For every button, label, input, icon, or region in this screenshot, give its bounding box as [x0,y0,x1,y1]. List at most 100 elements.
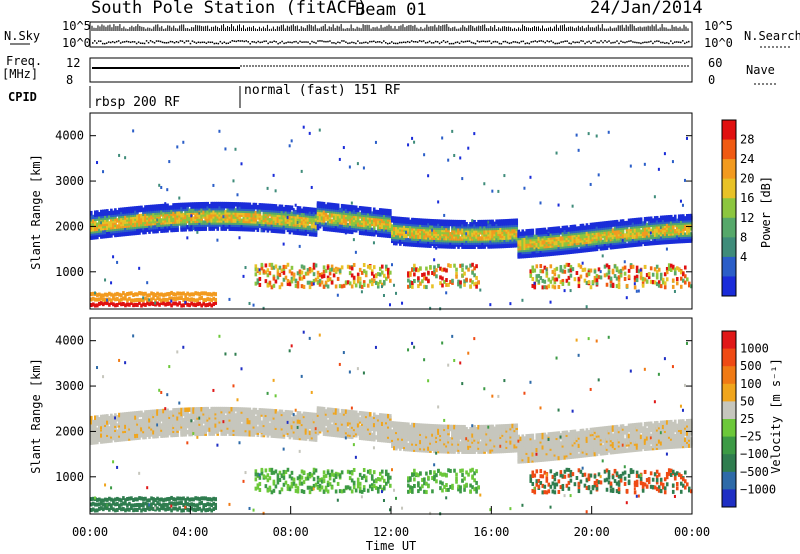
power-mark [609,279,613,284]
nsearch-mark [484,40,487,43]
nsearch-mark [341,40,343,42]
power-mark [409,271,412,276]
power-mark [687,283,691,288]
power-mark [102,170,105,174]
power-mark [407,284,410,289]
power-mark [126,298,129,303]
nsearch-mark [544,41,546,44]
power-mark [451,219,454,225]
power-mark [212,183,215,187]
nsearch-mark [472,42,475,44]
nsearch-mark [261,41,263,43]
power-mark [172,203,175,208]
power-mark [296,214,300,219]
power-mark [441,219,444,224]
power-mark [635,289,638,293]
power-mark [202,201,205,207]
power-mark [607,130,610,134]
power-mark [641,281,645,286]
power-mark [178,301,181,306]
power-mark [569,268,573,273]
power-mark [421,272,424,277]
nsearch-mark [255,41,257,44]
power-mark [244,202,248,207]
power-mark [481,242,484,247]
power-mark [350,284,354,289]
power-mark [204,291,207,296]
power-mark [316,275,320,280]
power-mark [643,229,647,234]
power-mark [569,225,573,230]
power-mark [529,247,533,252]
power-mark [104,300,107,305]
power-mark [270,262,274,267]
velocity-mark [100,501,103,506]
power-mark [336,227,340,233]
power-mark [553,240,557,246]
power-mark [324,216,328,221]
power-mark [557,240,561,246]
power-mark [276,271,280,276]
power-mark [262,306,265,310]
nsearch-mark [650,40,652,43]
nsearch-mark [257,40,259,43]
nsearch-mark [478,41,481,43]
y-tick-label: 1000 [55,265,84,279]
power-mark [623,233,627,238]
power-mark [308,266,312,271]
power-mark [465,222,468,227]
power-mark [134,302,137,307]
power-mark [595,278,599,283]
power-mark [593,269,597,274]
power-mark [286,279,290,284]
power-mark [519,231,523,237]
power-mark [681,272,685,277]
power-mark [653,228,657,233]
nsearch-mark [349,42,351,44]
power-mark [687,213,691,219]
power-mark [120,207,123,213]
power-scatter [90,125,693,311]
power-mark [366,206,370,212]
power-mark [306,268,310,273]
power-mark [254,211,258,216]
power-mark [348,225,352,230]
power-mark [120,211,123,217]
power-mark [344,280,348,285]
power-mark [364,270,368,275]
power-mark [268,280,272,285]
power-mark [403,217,406,222]
power-mark [393,240,396,246]
power-mark [411,217,414,223]
power-mark [110,208,113,214]
power-mark [663,272,667,277]
power-mark [192,302,195,307]
power-mark [411,284,414,289]
power-mark [342,214,346,219]
velocity-mark [90,415,93,421]
nsearch-mark [111,40,114,43]
power-mark [366,212,370,218]
power-mark [92,291,95,296]
power-mark [427,270,430,275]
power-mark [212,210,216,215]
power-mark [573,277,577,282]
power-mark [386,270,390,275]
power-mark [334,203,338,208]
nsearch-mark [179,40,182,42]
power-mark [106,209,109,214]
velocity-mark [98,497,101,502]
power-mark [651,272,655,277]
power-mark [290,276,294,281]
power-mark [340,284,344,289]
power-mark [168,291,171,296]
power-mark [152,296,155,301]
nsearch-mark [532,40,535,43]
power-mark [180,303,183,308]
power-mark [254,267,258,272]
power-mark [330,280,334,285]
power-mark [270,220,274,225]
power-mark [108,291,111,296]
power-mark [180,206,183,212]
nsearch-mark [117,40,120,42]
